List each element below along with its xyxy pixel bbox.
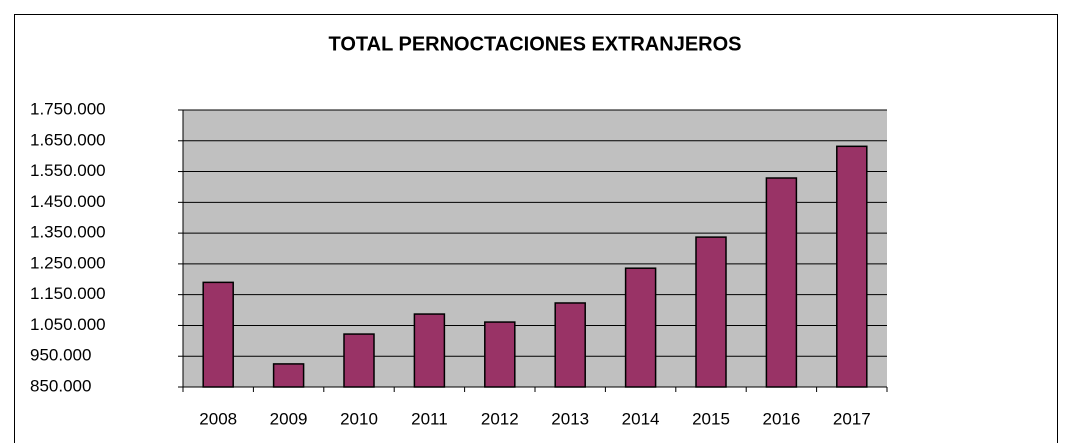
bar	[765, 177, 798, 388]
y-tick-label: 1.250.000	[30, 253, 106, 272]
y-tick-label: 1.450.000	[30, 192, 106, 211]
y-tick-label: 1.150.000	[30, 284, 106, 303]
y-tick-label: 1.550.000	[30, 161, 106, 180]
y-tick-label: 1.650.000	[30, 130, 106, 149]
bar	[624, 267, 657, 388]
x-tick-label: 2013	[551, 409, 589, 428]
chart-title: TOTAL PERNOCTACIONES EXTRANJEROS	[328, 33, 741, 55]
x-tick-label: 2015	[692, 409, 730, 428]
y-tick-label: 1.750.000	[30, 99, 106, 118]
bar	[554, 302, 586, 388]
x-tick-label: 2017	[833, 409, 871, 428]
bar	[272, 363, 305, 388]
x-tick-label: 2011	[411, 409, 448, 428]
x-tick-label: 2008	[199, 409, 237, 428]
x-tick-label: 2009	[270, 409, 308, 428]
bar	[343, 333, 375, 388]
x-tick-label: 2014	[622, 409, 660, 428]
bar	[413, 313, 446, 388]
x-tick-label: 2016	[762, 409, 800, 428]
y-tick-label: 850.000	[30, 376, 91, 395]
x-tick-label: 2012	[481, 409, 519, 428]
y-tick-label: 1.350.000	[30, 223, 106, 242]
bar	[484, 321, 516, 388]
y-tick-label: 1.050.000	[30, 315, 106, 334]
bar	[695, 236, 727, 388]
bar	[836, 145, 868, 388]
x-tick-label: 2010	[340, 409, 378, 428]
y-tick-label: 950.000	[30, 346, 91, 365]
bar	[202, 281, 234, 388]
